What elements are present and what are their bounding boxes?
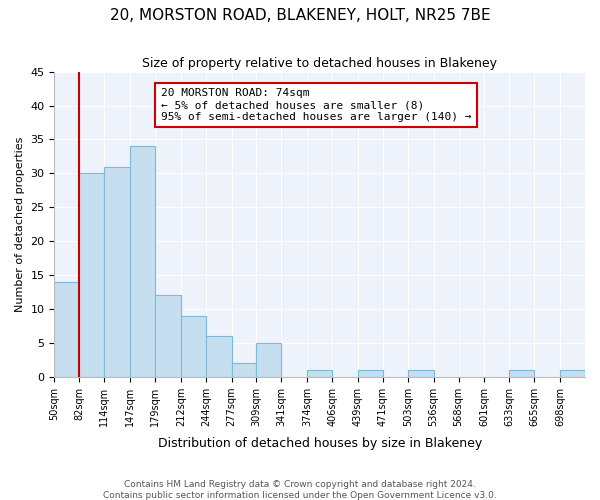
Text: 20 MORSTON ROAD: 74sqm
← 5% of detached houses are smaller (8)
95% of semi-detac: 20 MORSTON ROAD: 74sqm ← 5% of detached … — [161, 88, 471, 122]
Bar — [408, 370, 434, 376]
Bar — [358, 370, 383, 376]
Bar — [307, 370, 332, 376]
Title: Size of property relative to detached houses in Blakeney: Size of property relative to detached ho… — [142, 58, 497, 70]
Bar — [560, 370, 585, 376]
Bar — [181, 316, 206, 376]
Bar — [130, 146, 155, 376]
Bar — [79, 174, 104, 376]
Bar — [206, 336, 232, 376]
Bar — [155, 296, 181, 376]
Text: 20, MORSTON ROAD, BLAKENEY, HOLT, NR25 7BE: 20, MORSTON ROAD, BLAKENEY, HOLT, NR25 7… — [110, 8, 490, 22]
Text: Contains HM Land Registry data © Crown copyright and database right 2024.
Contai: Contains HM Land Registry data © Crown c… — [103, 480, 497, 500]
Bar — [256, 343, 281, 376]
Bar — [509, 370, 534, 376]
Bar — [232, 363, 256, 376]
X-axis label: Distribution of detached houses by size in Blakeney: Distribution of detached houses by size … — [158, 437, 482, 450]
Bar — [55, 282, 79, 376]
Bar — [104, 166, 130, 376]
Y-axis label: Number of detached properties: Number of detached properties — [15, 136, 25, 312]
